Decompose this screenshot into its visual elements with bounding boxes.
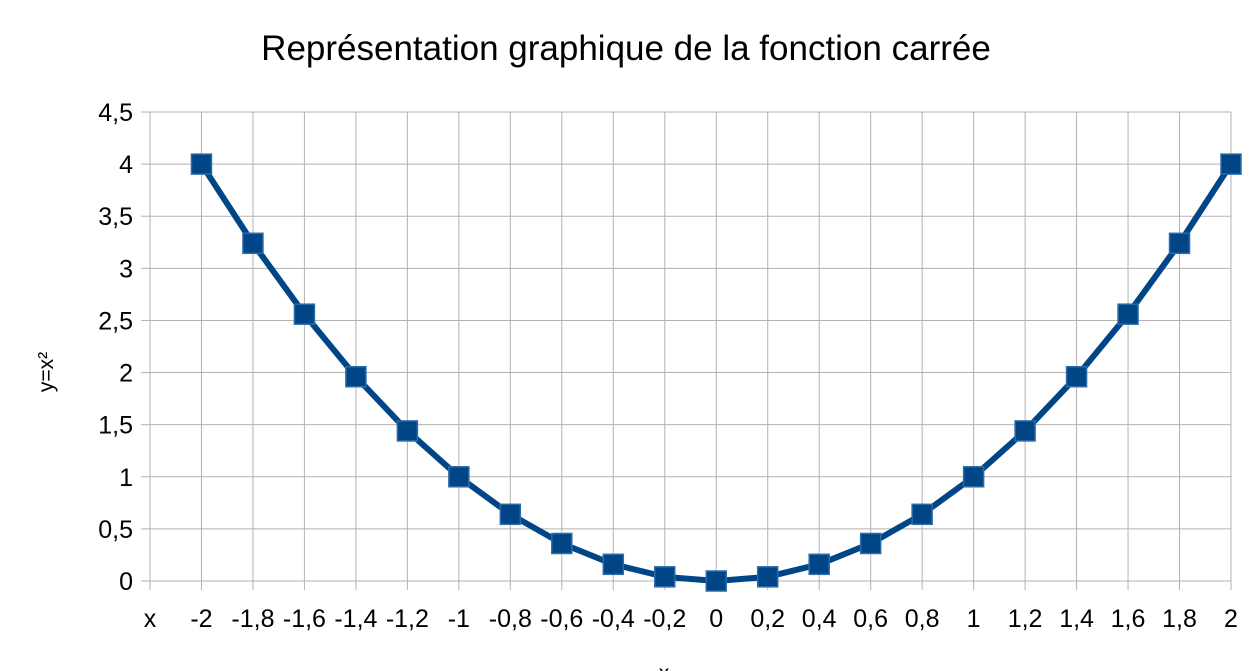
y-axis-title: y=x²	[35, 352, 58, 392]
x-tick-label: 0,6	[853, 605, 888, 633]
x-tick-label: -1,6	[283, 605, 326, 633]
data-point-marker	[1065, 365, 1088, 388]
y-tick-label: 0,5	[98, 516, 133, 544]
data-point-marker	[1117, 303, 1139, 325]
x-tick-label: -0,6	[540, 605, 583, 633]
data-point-marker	[602, 553, 625, 576]
data-point-marker	[859, 532, 882, 555]
y-tick-label: 1,5	[98, 412, 133, 440]
x-tick-label: -1,2	[386, 605, 429, 633]
x-tick-label: -0,8	[489, 605, 532, 633]
data-point-marker	[1014, 420, 1036, 442]
y-tick-label: 3,5	[98, 203, 133, 231]
data-point-marker	[396, 420, 419, 442]
y-tick-label: 2	[119, 360, 133, 388]
x-tick-label: 2	[1224, 605, 1238, 633]
x-tick-label: -1,8	[231, 605, 274, 633]
x-tick-label: 0,8	[905, 605, 940, 633]
chart-title: Représentation graphique de la fonction …	[261, 29, 991, 68]
x-axis-title: x	[659, 662, 670, 671]
data-point-marker	[293, 303, 316, 325]
x-tick-label: -0,4	[592, 605, 635, 633]
data-point-marker	[551, 532, 573, 555]
data-point-marker	[448, 466, 470, 488]
y-tick-label: 3	[119, 255, 133, 283]
x-tick-label: 1	[967, 605, 981, 633]
x-tick-label: -2	[190, 605, 212, 633]
x-tick-label: 1,8	[1162, 605, 1197, 633]
x-tick-label: 1,2	[1008, 605, 1043, 633]
data-point-marker	[962, 466, 985, 488]
data-point-marker	[499, 503, 522, 526]
x-tick-label: 0,2	[750, 605, 785, 633]
data-point-marker	[654, 566, 676, 588]
data-point-marker	[756, 566, 779, 588]
x-tick-label: 0,4	[802, 605, 837, 633]
data-point-marker	[1168, 232, 1191, 255]
data-point-marker	[190, 153, 213, 175]
data-point-marker	[808, 553, 830, 576]
y-tick-labels: 0 0,5 1 1,5 2 2,5 3 3,5 4 4,5	[98, 99, 133, 596]
data-point-marker	[911, 503, 933, 526]
y-tick-label: 0	[119, 568, 133, 596]
data-point-marker	[1220, 153, 1242, 175]
x-tick-label: -1	[448, 605, 470, 633]
y-tick-label: 2,5	[98, 307, 133, 335]
x-tick-label: 1,4	[1059, 605, 1094, 633]
data-point-marker	[345, 365, 367, 388]
x-tick-label: -1,4	[334, 605, 377, 633]
grid	[150, 111, 1232, 581]
data-point-marker	[242, 232, 264, 255]
y-tick-label: 1	[119, 464, 133, 492]
x-tick-label: 1,6	[1111, 605, 1146, 633]
y-tick-label: 4	[119, 151, 133, 179]
x-tick-labels: x -2 -1,8 -1,6 -1,4 -1,2 -1 -0,8 -0,6 -0,4 -0,2 0 0,…	[144, 605, 1238, 633]
data-point-marker	[705, 570, 727, 592]
x-tick-label: 0	[709, 605, 723, 633]
x-tick-label: -0,2	[643, 605, 686, 633]
y-tick-label: 4,5	[98, 99, 133, 127]
series-layer	[190, 153, 1242, 592]
x-tick-label: x	[144, 605, 157, 633]
